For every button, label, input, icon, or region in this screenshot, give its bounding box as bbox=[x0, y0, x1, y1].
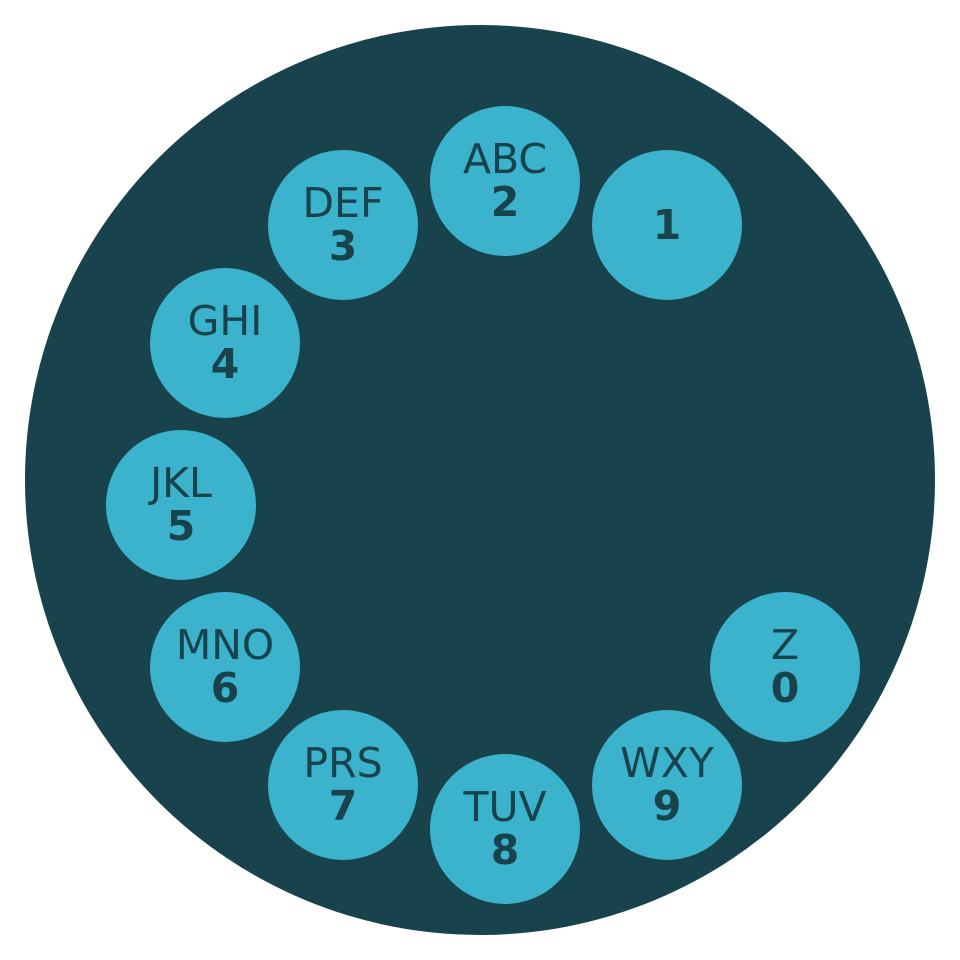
dial-key-digit: 3 bbox=[328, 222, 358, 270]
dial-key-digit: 9 bbox=[652, 782, 682, 830]
dial-key-4[interactable]: GHI 4 bbox=[150, 268, 300, 418]
dial-key-9[interactable]: WXY 9 bbox=[592, 710, 742, 860]
dial-key-letters: ABC bbox=[462, 135, 548, 183]
dial-key-2[interactable]: ABC 2 bbox=[430, 106, 580, 256]
dial-key-0[interactable]: Z 0 bbox=[710, 592, 860, 742]
dial-key-digit: 6 bbox=[210, 664, 240, 712]
dial-key-letters: WXY bbox=[620, 739, 714, 787]
dial-key-digit: 7 bbox=[328, 782, 358, 830]
dial-key-letters: PRS bbox=[303, 739, 383, 787]
dial-key-1[interactable]: 1 bbox=[592, 150, 742, 300]
dial-key-digit: 4 bbox=[210, 340, 240, 388]
dial-key-letters: MNO bbox=[175, 621, 275, 669]
dial-key-digit: 8 bbox=[490, 826, 520, 874]
dial-key-digit: 0 bbox=[770, 664, 800, 712]
dial-key-3[interactable]: DEF 3 bbox=[268, 150, 418, 300]
dial-key-5[interactable]: JKL 5 bbox=[106, 430, 256, 580]
dial-key-letters: Z bbox=[770, 621, 800, 669]
dial-key-digit: 5 bbox=[166, 502, 196, 550]
dial-key-digit: 1 bbox=[652, 201, 682, 249]
dial-key-7[interactable]: PRS 7 bbox=[268, 710, 418, 860]
dial-key-letters: DEF bbox=[302, 179, 384, 227]
dial-key-digit: 2 bbox=[490, 178, 520, 226]
rotary-dial[interactable]: 1 ABC 2 DEF 3 GHI 4 JKL 5 MNO 6 PRS 7 TU… bbox=[25, 25, 935, 935]
dial-key-6[interactable]: MNO 6 bbox=[150, 592, 300, 742]
dial-key-8[interactable]: TUV 8 bbox=[430, 754, 580, 904]
dial-key-letters: JKL bbox=[150, 459, 212, 507]
dial-key-letters: TUV bbox=[463, 783, 547, 831]
dial-key-letters: GHI bbox=[187, 297, 263, 345]
